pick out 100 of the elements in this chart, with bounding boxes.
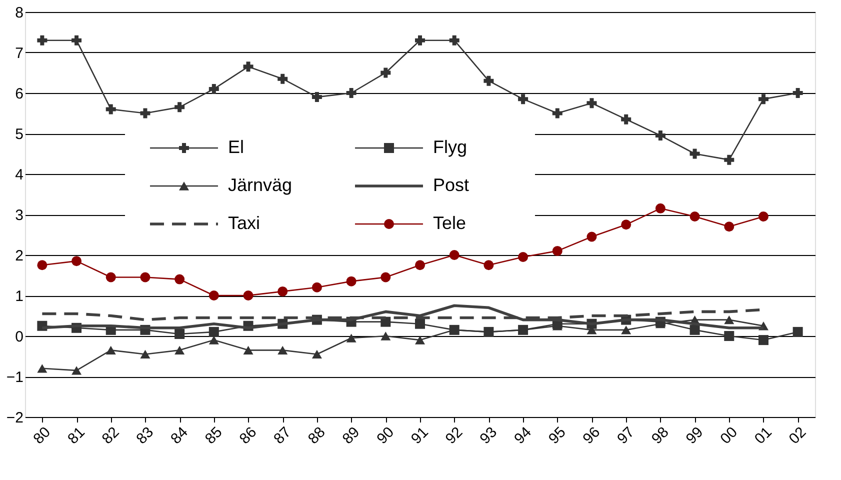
y-tick-label: 0 bbox=[15, 328, 24, 346]
point bbox=[415, 318, 425, 329]
legend-label: Post bbox=[433, 175, 470, 195]
x-tick-label: 87 bbox=[270, 424, 294, 448]
point bbox=[724, 222, 734, 232]
point bbox=[72, 35, 82, 46]
x-tick-label: 83 bbox=[133, 424, 158, 448]
x-tick-label: 84 bbox=[168, 424, 192, 448]
point bbox=[106, 104, 116, 114]
point bbox=[208, 326, 219, 337]
point bbox=[278, 74, 288, 84]
x-tick-label: 85 bbox=[202, 424, 226, 448]
x-tick-label: 86 bbox=[236, 424, 260, 448]
x-tick-label: 88 bbox=[304, 424, 329, 448]
point bbox=[758, 335, 768, 346]
x-tick-label: 01 bbox=[751, 424, 776, 448]
x-tick-label: 91 bbox=[408, 424, 432, 448]
y-tick-label: 4 bbox=[15, 166, 24, 184]
y-tick-label: 5 bbox=[15, 126, 24, 143]
point bbox=[346, 334, 356, 342]
point bbox=[140, 350, 150, 359]
point bbox=[37, 260, 48, 270]
y-tick-label: 8 bbox=[15, 4, 24, 22]
point bbox=[380, 272, 391, 282]
point bbox=[380, 68, 391, 78]
x-tick-label: 94 bbox=[511, 424, 535, 448]
point bbox=[484, 76, 494, 86]
point bbox=[621, 220, 632, 230]
point bbox=[140, 108, 150, 118]
point bbox=[552, 246, 562, 256]
point bbox=[792, 88, 803, 98]
point bbox=[208, 336, 219, 344]
x-tick-label: 00 bbox=[717, 424, 741, 448]
point bbox=[518, 94, 528, 104]
point bbox=[346, 276, 356, 286]
point bbox=[243, 62, 254, 72]
point bbox=[449, 35, 460, 46]
point bbox=[690, 324, 700, 335]
point bbox=[174, 328, 185, 339]
x-tick-label: 98 bbox=[648, 424, 672, 448]
legend-label: Flyg bbox=[433, 137, 468, 157]
point bbox=[243, 346, 254, 355]
point bbox=[758, 212, 768, 222]
point bbox=[174, 102, 185, 112]
point bbox=[106, 272, 116, 282]
legend-label: Järnväg bbox=[228, 175, 292, 195]
point bbox=[312, 350, 322, 359]
y-tick-label: −1 bbox=[6, 369, 24, 386]
point bbox=[208, 290, 219, 300]
x-tick-label: 89 bbox=[339, 424, 364, 448]
point bbox=[380, 332, 391, 340]
point bbox=[552, 108, 562, 118]
point bbox=[37, 364, 48, 373]
point bbox=[449, 250, 460, 260]
x-tick-label: 93 bbox=[476, 424, 501, 448]
x-tick-label: 95 bbox=[545, 424, 570, 448]
point bbox=[758, 94, 768, 104]
x-tick-label: 02 bbox=[786, 424, 810, 448]
point bbox=[140, 272, 150, 282]
x-tick-label: 81 bbox=[64, 424, 88, 448]
x-tick-label: 92 bbox=[442, 424, 466, 448]
point bbox=[655, 203, 666, 214]
point bbox=[621, 326, 632, 334]
point bbox=[174, 346, 185, 355]
x-tick-label: 99 bbox=[682, 424, 707, 448]
point bbox=[174, 274, 185, 284]
legend-label: Tele bbox=[433, 213, 466, 233]
x-tick-label: 82 bbox=[98, 424, 123, 448]
point bbox=[278, 286, 288, 296]
point bbox=[724, 331, 734, 341]
y-tick-label: −2 bbox=[6, 410, 24, 426]
point bbox=[106, 346, 116, 355]
x-tick-label: 80 bbox=[30, 424, 54, 448]
point bbox=[37, 35, 48, 46]
point bbox=[792, 326, 803, 337]
point bbox=[415, 336, 425, 344]
point bbox=[72, 366, 82, 375]
y-tick-label: 1 bbox=[15, 288, 24, 305]
legend-label: El bbox=[228, 137, 244, 157]
point bbox=[208, 84, 219, 94]
point bbox=[690, 212, 700, 222]
point bbox=[586, 232, 597, 242]
point bbox=[724, 154, 734, 165]
x-tick-label: 97 bbox=[614, 424, 638, 448]
point bbox=[312, 282, 322, 292]
point bbox=[312, 92, 322, 102]
point bbox=[243, 290, 254, 300]
point bbox=[484, 260, 494, 270]
point bbox=[655, 130, 666, 141]
point bbox=[278, 346, 288, 355]
x-tick-label: 90 bbox=[374, 424, 398, 448]
y-tick-label: 3 bbox=[15, 207, 24, 224]
point bbox=[72, 256, 82, 266]
point bbox=[346, 88, 356, 98]
point bbox=[415, 260, 425, 270]
legend-label: Taxi bbox=[228, 213, 260, 233]
y-tick-label: 6 bbox=[15, 86, 24, 102]
y-tick-label: 7 bbox=[15, 45, 24, 62]
point bbox=[690, 148, 700, 159]
point bbox=[724, 315, 734, 324]
